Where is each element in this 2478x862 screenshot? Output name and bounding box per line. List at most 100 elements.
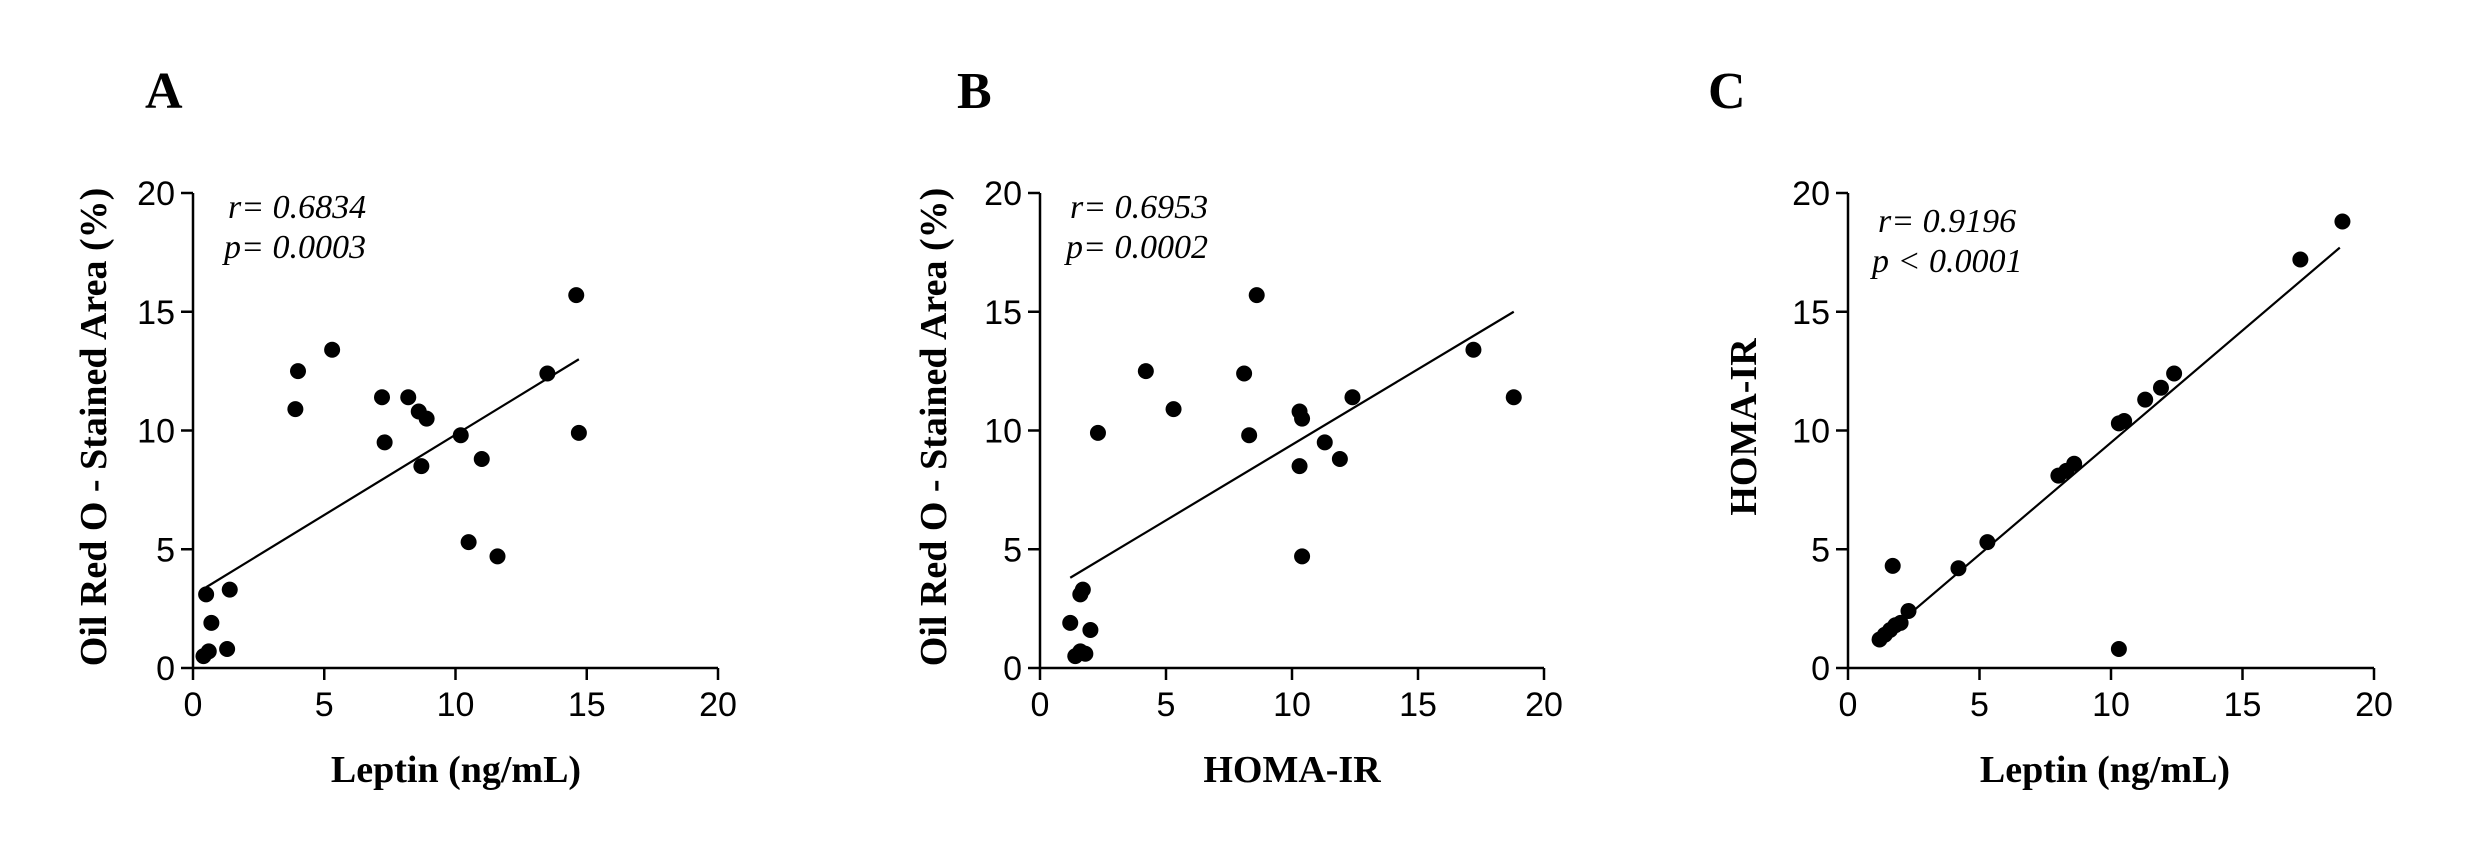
panel-a-p-value: p= 0.0003 [222, 229, 366, 266]
panel-c-data-point [2110, 641, 2127, 657]
panel-a-data-point [376, 434, 393, 451]
panel-c-x-tick-label: 15 [2224, 686, 2262, 724]
panel-b-data-point [1344, 389, 1361, 406]
panel-c-data-point [1884, 557, 1901, 574]
panel-c-y-tick-label: 10 [1792, 413, 1830, 451]
panel-c-x-axis-title: Leptin (ng/mL) [1980, 749, 2230, 791]
panel-b-y-tick-label: 5 [1003, 531, 1022, 569]
panel-b-data-point [1294, 548, 1311, 565]
panel-b-x-tick-label: 5 [1157, 686, 1176, 724]
panel-b-y-axis-title: Oil Red O - Stained Area (%) [913, 188, 955, 667]
panel-c-data-point [2292, 251, 2309, 268]
panel-b-p-value: p= 0.0002 [1064, 229, 1208, 266]
panel-a-data-point [418, 410, 435, 427]
panel-a-data-point [413, 458, 430, 475]
panel-a-data-point [203, 614, 220, 631]
panel-a-data-point [460, 534, 477, 551]
panel-a: A Leptin (ng/mL) Oil Red O - Stained Are… [73, 63, 737, 791]
panel-c-x-tick-label: 0 [1839, 686, 1858, 724]
panel-a-y-tick-label: 5 [156, 531, 175, 569]
panel-b-y-tick-label: 0 [1003, 650, 1022, 688]
panel-a-y-tick-label: 20 [137, 175, 175, 213]
panel-b-r-value: r= 0.6953 [1070, 189, 1208, 226]
panel-b-y-tick-label: 15 [984, 294, 1022, 332]
panel-a-data-point [287, 401, 304, 418]
panel-b-data-point [1137, 363, 1154, 380]
panel-b-data-point [1077, 645, 1094, 662]
panel-b-regression-line [1069, 310, 1515, 579]
panel-a-data-point [221, 581, 238, 598]
panel-b-data-point [1331, 451, 1348, 467]
panel-b-data-point [1082, 622, 1099, 638]
panel-b-data-point [1294, 410, 1311, 427]
panel-c-y-tick-label: 5 [1811, 531, 1830, 569]
panel-c-y-tick-label: 15 [1792, 294, 1830, 332]
panel-a-data-point [568, 287, 585, 304]
panel-b-x-tick-label: 20 [1525, 686, 1563, 724]
panel-a-x-axis-title: Leptin (ng/mL) [331, 749, 581, 791]
panel-b: B HOMA-IR Oil Red O - Stained Area (%) r… [913, 63, 1563, 791]
panel-a-x-tick-label: 20 [699, 686, 737, 724]
panel-a-x-tick-label: 10 [437, 686, 475, 724]
panel-a-y-tick-label: 0 [156, 650, 175, 688]
panel-a-y-tick-label: 15 [137, 294, 175, 332]
panel-c-regression-line [1876, 246, 2341, 643]
panel-c-p-value: p < 0.0001 [1870, 243, 2022, 280]
panel-a-x-tick-label: 15 [568, 686, 606, 724]
panel-c-data-point [2152, 379, 2169, 396]
panel-b-data-point [1089, 424, 1106, 441]
panel-c-data-point [2166, 365, 2183, 382]
panel-c-data-point [2334, 213, 2351, 230]
panel-b-letter: B [957, 63, 992, 120]
panel-a-regression-line [205, 358, 580, 589]
panel-b-x-axis-title: HOMA-IR [1203, 749, 1381, 791]
panel-b-x-tick-label: 10 [1273, 686, 1311, 724]
panel-a-data-point [198, 586, 215, 603]
panel-a-data-point [539, 365, 556, 382]
panel-c-x-tick-label: 20 [2355, 686, 2393, 724]
panel-a-x-tick-label: 5 [315, 686, 334, 724]
panel-b-data-point [1236, 365, 1253, 382]
panel-b-data-point [1291, 458, 1308, 475]
panel-c-x-tick-label: 10 [2092, 686, 2130, 724]
panel-b-x-tick-label: 0 [1031, 686, 1050, 724]
panel-a-data-point [570, 424, 587, 441]
panel-a-letter: A [145, 63, 183, 120]
panel-c-y-axis-title: HOMA-IR [1723, 338, 1765, 516]
panel-a-x-tick-label: 0 [184, 686, 203, 724]
panel-a-y-tick-label: 10 [137, 413, 175, 451]
panel-b-data-point [1248, 287, 1265, 304]
panel-b-data-point [1465, 341, 1482, 358]
panel-c-r-value: r= 0.9196 [1878, 203, 2016, 240]
panel-c-letter: C [1708, 63, 1746, 120]
panel-a-data-point [374, 389, 390, 406]
panel-a-r-value: r= 0.6834 [228, 189, 366, 226]
panel-a-data-point [219, 641, 236, 657]
panel-b-y-tick-label: 10 [984, 413, 1022, 451]
panel-c-y-tick-label: 0 [1811, 650, 1830, 688]
panel-a-data-point [290, 363, 306, 380]
panel-c-data-point [2066, 455, 2083, 472]
panel-b-data-point [1241, 427, 1258, 444]
panel-c-data-point [1900, 603, 1917, 619]
panel-b-data-point [1074, 581, 1091, 598]
panel-b-x-tick-label: 15 [1399, 686, 1437, 724]
panel-a-data-point [489, 548, 506, 565]
panel-c-y-tick-label: 20 [1792, 175, 1830, 213]
panel-a-data-point [400, 389, 417, 406]
panel-c-data-point [1979, 534, 1996, 551]
panel-c: C Leptin (ng/mL) HOMA-IR r= 0.9196 p < 0… [1708, 63, 2393, 791]
panel-a-y-axis-title: Oil Red O - Stained Area (%) [73, 188, 115, 667]
panel-a-data-point [324, 341, 341, 358]
panel-c-x-tick-label: 5 [1970, 686, 1989, 724]
panel-b-data-point [1316, 434, 1333, 451]
panel-a-data-point [473, 451, 490, 467]
panel-b-data-point [1165, 401, 1182, 418]
panel-c-data-point [1892, 614, 1909, 631]
panel-a-data-point [452, 427, 469, 444]
panel-a-data-point [200, 643, 217, 660]
panel-c-data-point [2137, 391, 2154, 408]
panel-b-y-tick-label: 20 [984, 175, 1022, 213]
panel-b-data-point [1505, 389, 1522, 406]
